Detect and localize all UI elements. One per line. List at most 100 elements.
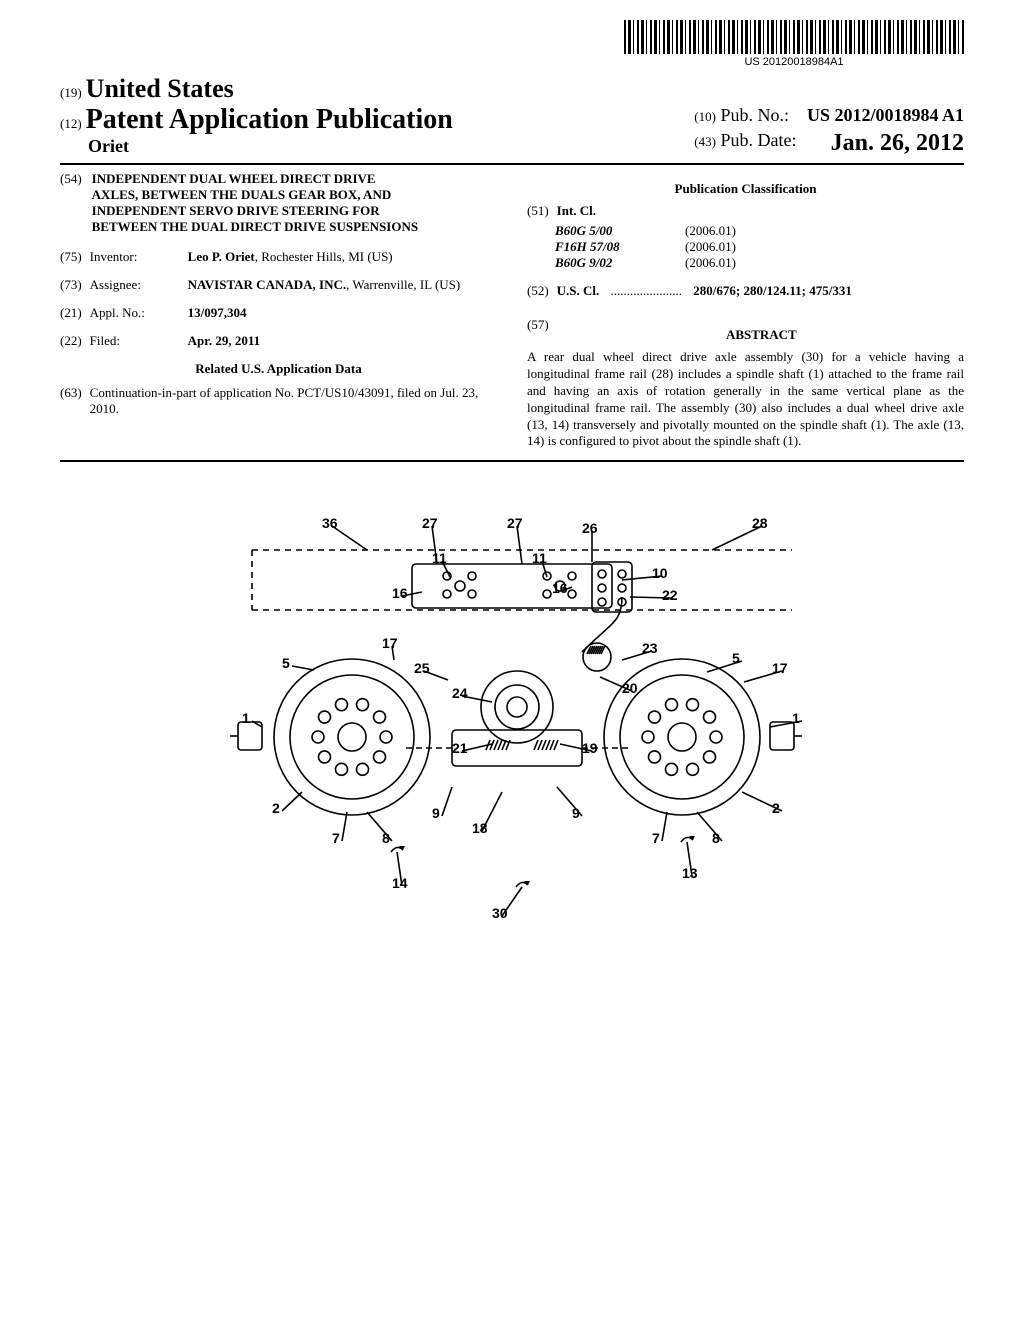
pubno-label: Pub. No.:: [720, 105, 789, 125]
svg-text:9: 9: [432, 805, 440, 821]
pubdate-line: (43) Pub. Date: Jan. 26, 2012: [694, 130, 964, 157]
filed-label: Filed:: [90, 333, 180, 349]
svg-text:28: 28: [752, 515, 768, 531]
country: United States: [86, 74, 234, 103]
meta-right-col: Publication Classification (51) Int. Cl.…: [527, 171, 964, 450]
svg-text:7: 7: [332, 830, 340, 846]
intcl-year-2: (2006.01): [685, 255, 736, 271]
related-row: (63) Continuation-in-part of application…: [60, 385, 497, 417]
applno-label: Appl. No.:: [90, 305, 180, 321]
assignee-row: (73) Assignee: NAVISTAR CANADA, INC., Wa…: [60, 277, 497, 293]
svg-text:11: 11: [532, 550, 547, 566]
svg-text:5: 5: [282, 655, 290, 671]
pub-prefix: (12): [60, 116, 82, 131]
intcl-year-1: (2006.01): [685, 239, 736, 255]
svg-text:27: 27: [422, 515, 438, 531]
applno-prefix: (21): [60, 305, 82, 321]
title-block: (54) INDEPENDENT DUAL WHEEL DIRECT DRIVE…: [60, 171, 497, 235]
related-heading: Related U.S. Application Data: [60, 361, 497, 377]
svg-text:16: 16: [392, 585, 408, 601]
abstract-text: A rear dual wheel direct drive axle asse…: [527, 349, 964, 450]
header: (19) United States (12) Patent Applicati…: [60, 74, 964, 165]
header-right: (10) Pub. No.: US 2012/0018984 A1 (43) P…: [694, 105, 964, 157]
intcl-label: Int. Cl.: [557, 203, 596, 219]
svg-text:18: 18: [472, 820, 488, 836]
author: Oriet: [88, 136, 453, 157]
pub-type: Patent Application Publication: [86, 104, 453, 135]
barcode: US 20120018984A1: [624, 20, 964, 68]
intcl-item-1: F16H 57/08 (2006.01): [555, 239, 964, 255]
svg-text:24: 24: [452, 685, 468, 701]
uscl-dots: ......................: [607, 283, 685, 299]
svg-text:19: 19: [582, 740, 598, 756]
metadata-columns: (54) INDEPENDENT DUAL WHEEL DIRECT DRIVE…: [60, 171, 964, 462]
header-left: (19) United States (12) Patent Applicati…: [60, 74, 453, 157]
abstract-prefix: (57): [527, 317, 549, 349]
intcl-label-text: Int. Cl.: [557, 203, 596, 218]
svg-text:21: 21: [452, 740, 468, 756]
classification-heading: Publication Classification: [527, 181, 964, 197]
country-prefix: (19): [60, 85, 82, 100]
applno-value: 13/097,304: [188, 305, 497, 321]
svg-text:5: 5: [732, 650, 740, 666]
assignee-label: Assignee:: [90, 277, 180, 293]
intcl-code-2: B60G 9/02: [555, 255, 645, 271]
inventor-prefix: (75): [60, 249, 82, 265]
svg-text:2: 2: [772, 800, 780, 816]
assignee-value: NAVISTAR CANADA, INC., Warrenville, IL (…: [188, 277, 497, 293]
uscl-codes: 280/676; 280/124.11; 475/331: [693, 283, 852, 298]
svg-text:14: 14: [392, 875, 408, 891]
barcode-stripes: [624, 20, 964, 54]
meta-left-col: (54) INDEPENDENT DUAL WHEEL DIRECT DRIVE…: [60, 171, 497, 450]
uscl-row: (52) U.S. Cl. ...................... 280…: [527, 283, 964, 299]
svg-text:25: 25: [414, 660, 430, 676]
assignee-name: NAVISTAR CANADA, INC.: [188, 277, 346, 292]
inventor-loc: , Rochester Hills, MI (US): [255, 249, 393, 264]
inventor-value: Leo P. Oriet, Rochester Hills, MI (US): [188, 249, 497, 265]
assignee-loc: , Warrenville, IL (US): [346, 277, 460, 292]
related-text: Continuation-in-part of application No. …: [90, 385, 497, 417]
svg-text:30: 30: [492, 905, 508, 921]
svg-text:7: 7: [652, 830, 660, 846]
uscl-value: 280/676; 280/124.11; 475/331: [693, 283, 852, 299]
pubno-prefix: (10): [694, 109, 716, 124]
intcl-table: B60G 5/00(2006.01) F16H 57/08 (2006.01) B…: [555, 223, 964, 271]
svg-text:2: 2: [272, 800, 280, 816]
svg-text:8: 8: [712, 830, 720, 846]
filed-row: (22) Filed: Apr. 29, 2011: [60, 333, 497, 349]
svg-text:26: 26: [582, 520, 598, 536]
barcode-block: US 20120018984A1: [60, 20, 964, 70]
uscl-prefix: (52): [527, 283, 549, 299]
svg-text:11: 11: [432, 550, 447, 566]
assignee-prefix: (73): [60, 277, 82, 293]
uscl-label: U.S. Cl.: [557, 283, 600, 299]
applno-row: (21) Appl. No.: 13/097,304: [60, 305, 497, 321]
svg-text:22: 22: [662, 587, 678, 603]
svg-text:1: 1: [242, 710, 250, 726]
filed-value: Apr. 29, 2011: [188, 333, 497, 349]
title-prefix: (54): [60, 171, 82, 235]
inventor-name: Leo P. Oriet: [188, 249, 255, 264]
svg-text:20: 20: [622, 680, 638, 696]
pubno: US 2012/0018984 A1: [807, 105, 964, 125]
svg-text:23: 23: [642, 640, 658, 656]
intcl-code-1: F16H 57/08: [555, 239, 645, 255]
barcode-label: US 20120018984A1: [624, 56, 964, 68]
intcl-row: (51) Int. Cl.: [527, 203, 964, 219]
svg-text:17: 17: [772, 660, 788, 676]
related-prefix: (63): [60, 385, 82, 417]
abstract-block: (57) ABSTRACT A rear dual wheel direct d…: [527, 317, 964, 450]
pubdate-label: Pub. Date:: [720, 130, 796, 150]
figure: 3627272628111110221616517252351712420121…: [60, 492, 964, 922]
intcl-year-0: (2006.01): [685, 223, 736, 239]
svg-text:16: 16: [552, 580, 568, 596]
svg-text:9: 9: [572, 805, 580, 821]
abstract-heading: ABSTRACT: [559, 327, 964, 343]
svg-text:8: 8: [382, 830, 390, 846]
intcl-item-0: B60G 5/00(2006.01): [555, 223, 964, 239]
svg-text:10: 10: [652, 565, 668, 581]
svg-text:17: 17: [382, 635, 398, 651]
applno-num: 13/097,304: [188, 305, 247, 320]
intcl-item-2: B60G 9/02 (2006.01): [555, 255, 964, 271]
inventor-row: (75) Inventor: Leo P. Oriet, Rochester H…: [60, 249, 497, 265]
